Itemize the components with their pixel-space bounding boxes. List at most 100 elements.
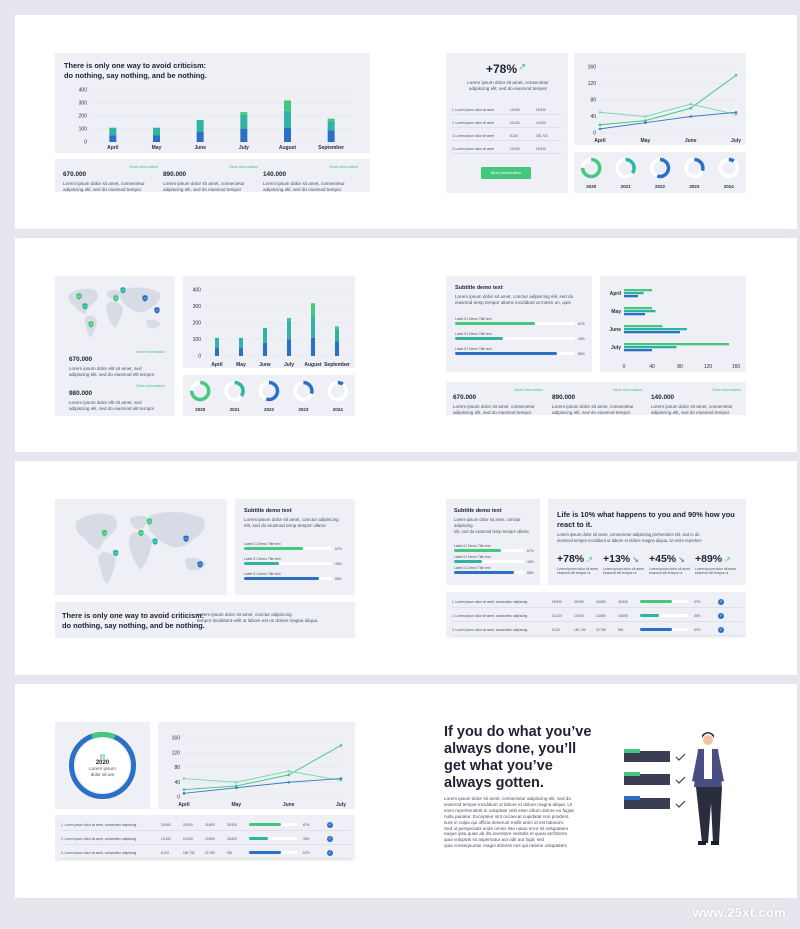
more-info-link[interactable]: More information: [136, 384, 166, 388]
hbar: [624, 292, 644, 295]
row-value: 150.730: [536, 133, 548, 138]
hero-body: Lorem ipsum dolor sit amet, consectetur …: [444, 796, 574, 849]
row-value: 15.890: [205, 822, 215, 827]
progress-percent: 85%: [335, 577, 342, 581]
progress-panel: Subtitle demo text Lorem ipsum dolor sit…: [446, 276, 592, 372]
row-label: 1. Lorem ipsum dolor sit amet, consectet…: [452, 599, 528, 604]
progress-fill: [454, 571, 514, 574]
shield-icon[interactable]: [120, 287, 126, 294]
bar-segment: [239, 347, 243, 356]
hbar: [624, 307, 652, 310]
slide-1[interactable]: There is only one way to avoid criticism…: [15, 15, 406, 229]
table-row: 2. Lorem ipsum dolor sit amet 13.100 14.90…: [452, 118, 562, 128]
donut-center: [75, 738, 130, 793]
row-value: 150.730: [574, 627, 586, 632]
data-point: [644, 115, 647, 118]
x-tick-label: April: [178, 802, 190, 808]
y-tick-label: 100: [193, 337, 202, 343]
shield-icon[interactable]: [138, 529, 144, 537]
slide-6[interactable]: Subtitle demo text Lorem ipsum dolor sit…: [406, 461, 797, 675]
progress-label: Label 01 Demo Title text: [244, 542, 281, 546]
x-tick-label: September: [324, 362, 350, 368]
progress-fill: [640, 627, 673, 632]
shield-icon[interactable]: [101, 529, 108, 537]
y-tick-label: 100: [79, 127, 88, 133]
more-info-link[interactable]: More information: [613, 388, 643, 392]
row-value: 25.930: [618, 599, 628, 604]
shield-icon[interactable]: [82, 303, 88, 310]
hbar: [624, 343, 729, 346]
progress-percent: 40%: [578, 337, 585, 341]
shield-icon[interactable]: [113, 549, 119, 557]
slide-5[interactable]: Subtitle demo text Lorem ipsum dolor sit…: [15, 461, 406, 675]
progress-fill: [244, 562, 280, 565]
bar-segment: [287, 321, 291, 340]
shield-icon[interactable]: [142, 295, 148, 302]
y-tick-label: 0: [593, 131, 596, 137]
shield-icon[interactable]: [154, 307, 160, 314]
slide-4[interactable]: Subtitle demo text Lorem ipsum dolor sit…: [406, 238, 797, 452]
shield-icon[interactable]: [197, 561, 203, 568]
kpi-item: +45% ↘ Lorem ipsum dolor sit amet eiusmod e…: [649, 549, 694, 576]
slide-7[interactable]: ▤ 2020 Lorem ipsum dolor sit am 160 120 80…: [15, 684, 406, 898]
row-value: 15.900: [161, 822, 171, 827]
x-tick-label: September: [318, 145, 344, 151]
shield-icon[interactable]: [183, 535, 189, 543]
more-info-link[interactable]: More information: [136, 350, 166, 354]
check-icon[interactable]: ✓: [718, 612, 724, 619]
shield-icon[interactable]: [146, 518, 153, 525]
slide-8[interactable]: If you do what you’ve always done, you’l…: [406, 684, 797, 898]
bar-segment: [327, 121, 335, 131]
bar-chart-panel: 400 300 200 100 0 April May June July August Septe…: [183, 276, 355, 368]
row-value: 22.780: [205, 850, 215, 855]
donut-track: [327, 380, 349, 402]
row-value: 15.900: [552, 599, 562, 604]
progress-label: Label 01 Demo Title text: [455, 332, 492, 336]
kpi-value: +78%: [557, 553, 585, 565]
progress-label: Label 01 Demo Title text: [244, 572, 281, 576]
y-tick-label: 400: [193, 288, 202, 294]
shield-icon[interactable]: [88, 321, 94, 328]
more-info-link[interactable]: More information: [712, 388, 742, 392]
kpi-item: +89% ↗ Lorem ipsum dolor sit amet eiusmod e…: [695, 549, 740, 576]
more-info-link[interactable]: More information: [514, 388, 544, 392]
data-point: [235, 784, 238, 788]
kpi-panel: +78% ↗ Lorem ipsum dolor sit amet, conse…: [446, 53, 568, 193]
kpi-desc: Lorem ipsum dolor sit amet: [649, 567, 690, 571]
shield-icon[interactable]: [76, 293, 82, 300]
donut-year-label: 2023: [689, 184, 700, 189]
map-land: [68, 287, 161, 338]
x-tick-label: April: [107, 145, 119, 151]
slide-3[interactable]: 670.000 More information Lorem ipsum dol…: [15, 238, 406, 452]
check-icon[interactable]: ✓: [718, 626, 724, 633]
hbar: [624, 325, 663, 328]
check-icon[interactable]: ✓: [327, 821, 333, 828]
slide-2[interactable]: +78% ↗ Lorem ipsum dolor sit amet, conse…: [406, 15, 797, 229]
data-point: [235, 780, 238, 784]
more-info-button[interactable]: More information: [481, 167, 531, 179]
check-icon[interactable]: ✓: [718, 598, 724, 605]
more-info-link[interactable]: More information: [229, 165, 259, 169]
x-tick-label: June: [194, 145, 206, 151]
data-point: [644, 121, 647, 124]
quote-title: There is only one way to avoid criticism…: [64, 61, 207, 80]
arrow-up-icon: ↗: [724, 555, 731, 564]
row-value: 15.690: [618, 613, 628, 618]
more-info-link[interactable]: More information: [129, 165, 159, 169]
shield-icon[interactable]: [113, 295, 119, 302]
progress-fill: [244, 547, 303, 550]
shield-icon[interactable]: [152, 538, 158, 545]
check-icon[interactable]: ✓: [327, 835, 333, 842]
bar-segment: [240, 112, 248, 115]
more-info-link[interactable]: More information: [329, 165, 359, 169]
data-point: [287, 769, 290, 773]
kpi-desc: Lorem ipsum dolor sit amet, consectetur …: [467, 80, 549, 91]
donut-year-label: 2021: [621, 184, 632, 189]
progress-track: [249, 850, 297, 855]
donut-year-label: 2022: [655, 184, 666, 189]
x-tick-label: 160: [732, 364, 741, 370]
check-icon[interactable]: ✓: [327, 849, 333, 856]
donut-arc: [258, 380, 280, 402]
